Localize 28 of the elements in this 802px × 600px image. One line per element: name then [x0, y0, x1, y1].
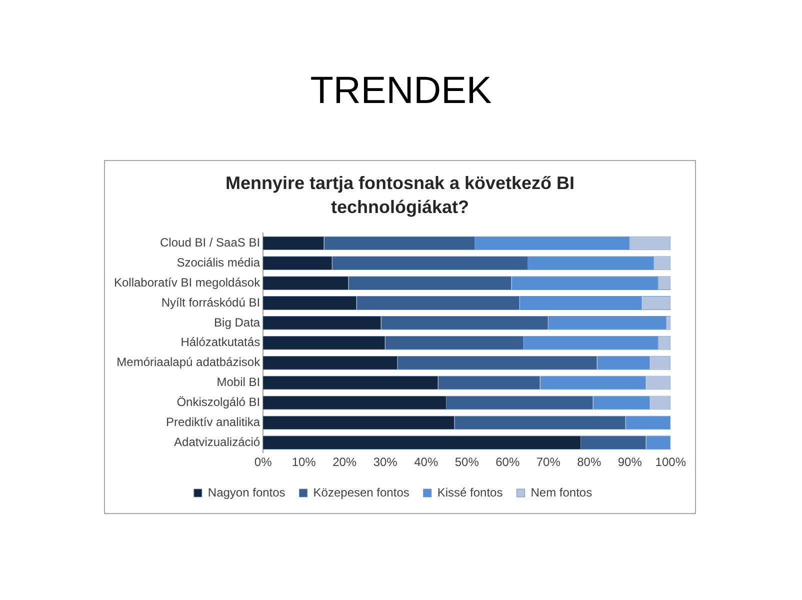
y-tick-label: Prediktív analitika	[166, 414, 260, 429]
x-tick-label: 90%	[618, 455, 642, 470]
x-tick-label: 100%	[655, 455, 686, 470]
x-tick-label: 70%	[536, 455, 561, 470]
chart-subtitle: Mennyire tartja fontosnak a következő BI technológiákat?	[224, 172, 576, 219]
y-tick-label: Nyílt forráskódú BI	[161, 295, 260, 310]
x-tick-label: 60%	[496, 455, 520, 470]
chart-title: TRENDEK	[309, 70, 493, 113]
legend-label: Nem fontos	[530, 485, 592, 500]
x-tick-label: 80%	[577, 455, 602, 470]
y-tick-label: Big Data	[214, 315, 260, 330]
y-tick-label: Önkiszolgáló BI	[176, 395, 260, 410]
legend-label: Nagyon fontos	[208, 485, 286, 500]
x-tick-label: 30%	[373, 455, 398, 470]
y-tick-label: Mobil BI	[216, 375, 260, 390]
x-tick-label: 50%	[454, 455, 480, 470]
y-tick-label: Hálózatkutatás	[180, 335, 260, 350]
x-tick-label: 40%	[414, 455, 438, 470]
x-tick-label: 20%	[332, 455, 357, 470]
legend-label: Kissé fontos	[437, 485, 503, 500]
legend-label: Közepesen fontos	[313, 485, 410, 500]
y-tick-label: Adatvizualizáció	[174, 434, 260, 449]
y-tick-label: Szociális média	[176, 255, 260, 270]
y-tick-label: Kollaboratív BI megoldások	[114, 275, 262, 290]
x-tick-label: 10%	[292, 455, 316, 470]
y-tick-label: Memóriaalapú adatbázisok	[116, 355, 262, 370]
y-tick-label: Cloud BI / SaaS BI	[160, 235, 260, 250]
x-tick-label: 0%	[254, 455, 272, 470]
